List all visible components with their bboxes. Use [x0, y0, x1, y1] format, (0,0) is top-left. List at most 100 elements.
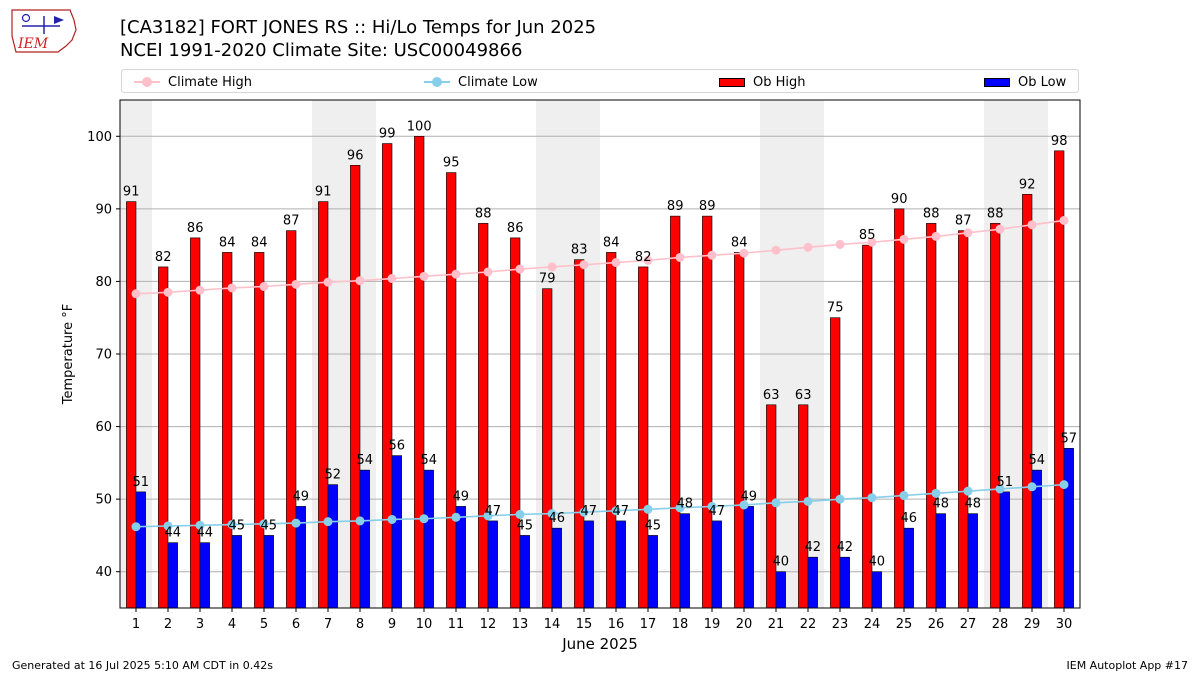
- climate-low-point: [515, 509, 525, 519]
- ob-low-data-label: 51: [133, 475, 150, 490]
- climate-high-point: [771, 245, 781, 255]
- ob-low-bar: [455, 506, 466, 609]
- climate-low-point: [739, 500, 749, 510]
- ob-low-bar: [775, 571, 786, 609]
- ob-low-bar: [167, 542, 178, 609]
- ob-low-bar: [263, 535, 274, 609]
- ob-low-data-label: 49: [293, 489, 310, 504]
- ob-low-bar: [551, 527, 562, 609]
- ob-high-bar: [1022, 194, 1033, 609]
- climate-high-point: [1027, 220, 1037, 230]
- ob-low-bar: [615, 520, 626, 609]
- ob-high-bar: [158, 266, 169, 609]
- ob-low-data-label: 56: [389, 439, 406, 454]
- y-tick-label: 70: [95, 348, 112, 363]
- ob-low-bar: [711, 520, 722, 609]
- legend-item-climate-low: Climate Low: [424, 70, 538, 94]
- x-tick-label: 6: [292, 617, 300, 632]
- climate-low-point: [867, 493, 877, 503]
- climate-high-point: [163, 287, 173, 297]
- ob-low-bar: [391, 455, 402, 609]
- climate-high-point: [1059, 215, 1069, 225]
- ob-low-data-label: 51: [997, 475, 1014, 490]
- ob-low-data-label: 47: [581, 504, 598, 519]
- ob-high-bar: [958, 230, 969, 609]
- climate-low-point: [355, 516, 365, 526]
- ob-high-data-label: 84: [219, 235, 236, 250]
- ob-high-bar: [638, 266, 649, 609]
- x-tick-label: 30: [1056, 617, 1073, 632]
- ob-high-bar: [670, 215, 681, 609]
- ob-low-data-label: 42: [805, 540, 822, 555]
- ob-high-data-label: 92: [1019, 177, 1036, 192]
- climate-low-point: [803, 496, 813, 506]
- ob-high-data-label: 90: [891, 192, 908, 207]
- app-credit: IEM Autoplot App #17: [1066, 659, 1189, 672]
- ob-low-bar: [903, 527, 914, 609]
- ob-low-data-label: 54: [1029, 453, 1046, 468]
- ob-high-data-label: 83: [571, 243, 588, 258]
- ob-low-data-label: 45: [517, 518, 534, 533]
- ob-high-data-label: 75: [827, 301, 844, 316]
- climate-low-point: [835, 494, 845, 504]
- ob-low-bar: [519, 535, 530, 609]
- ob-low-bar: [871, 571, 882, 609]
- ob-low-bar: [839, 556, 850, 609]
- climate-low-point: [643, 504, 653, 514]
- ob-high-bar: [350, 165, 361, 609]
- ob-low-bar: [679, 513, 690, 609]
- iem-logo: IEM: [11, 9, 77, 53]
- y-tick-label: 60: [95, 420, 112, 435]
- climate-low-point: [707, 501, 717, 511]
- y-tick-label: 100: [87, 130, 112, 145]
- ob-low-data-label: 57: [1061, 431, 1078, 446]
- x-tick-label: 15: [576, 617, 593, 632]
- ob-low-data-label: 40: [869, 555, 886, 570]
- ob-high-bar: [126, 201, 137, 609]
- ob-high-data-label: 88: [923, 206, 940, 221]
- ob-high-bar: [798, 404, 809, 609]
- climate-low-point: [1027, 482, 1037, 492]
- climate-high-point: [643, 255, 653, 265]
- ob-high-data-label: 99: [379, 127, 396, 142]
- ob-low-data-label: 54: [357, 453, 374, 468]
- ob-high-data-label: 88: [987, 206, 1004, 221]
- iem-logo-text: IEM: [17, 36, 49, 52]
- climate-high-point: [515, 264, 525, 274]
- ob-low-data-label: 54: [421, 453, 438, 468]
- climate-high-point: [931, 231, 941, 241]
- ob-high-data-label: 82: [635, 250, 652, 265]
- climate-low-point: [451, 512, 461, 522]
- climate-low-point: [323, 517, 333, 527]
- legend-label-climate-high: Climate High: [168, 74, 253, 90]
- climate-low-point: [579, 507, 589, 517]
- ob-low-data-label: 45: [229, 518, 246, 533]
- x-tick-label: 9: [388, 617, 396, 632]
- climate-high-point: [483, 267, 493, 277]
- climate-low-point: [483, 511, 493, 521]
- ob-low-data-label: 42: [837, 540, 854, 555]
- ob-low-data-label: 48: [965, 497, 982, 512]
- ob-high-bar: [926, 223, 937, 609]
- ob-high-data-label: 84: [251, 235, 268, 250]
- ob-high-bar: [446, 172, 457, 609]
- ob-high-data-label: 98: [1051, 134, 1068, 149]
- climate-low-point: [963, 486, 973, 496]
- climate-high-point: [707, 250, 717, 260]
- ob-low-bar: [935, 513, 946, 609]
- climate-low-point: [163, 521, 173, 531]
- ob-low-bar: [647, 535, 658, 609]
- x-tick-label: 7: [324, 617, 332, 632]
- x-tick-label: 27: [960, 617, 977, 632]
- ob-high-data-label: 88: [475, 206, 492, 221]
- climate-low-point: [611, 506, 621, 516]
- legend-swatch-climate-high: [134, 77, 160, 87]
- x-tick-label: 5: [260, 617, 268, 632]
- climate-high-point: [835, 239, 845, 249]
- ob-high-bar: [318, 201, 329, 609]
- climate-low-point: [675, 503, 685, 513]
- climate-low-point: [1059, 480, 1069, 490]
- ob-high-bar: [222, 252, 233, 609]
- ob-high-data-label: 87: [955, 214, 972, 229]
- ob-high-bar: [574, 259, 585, 609]
